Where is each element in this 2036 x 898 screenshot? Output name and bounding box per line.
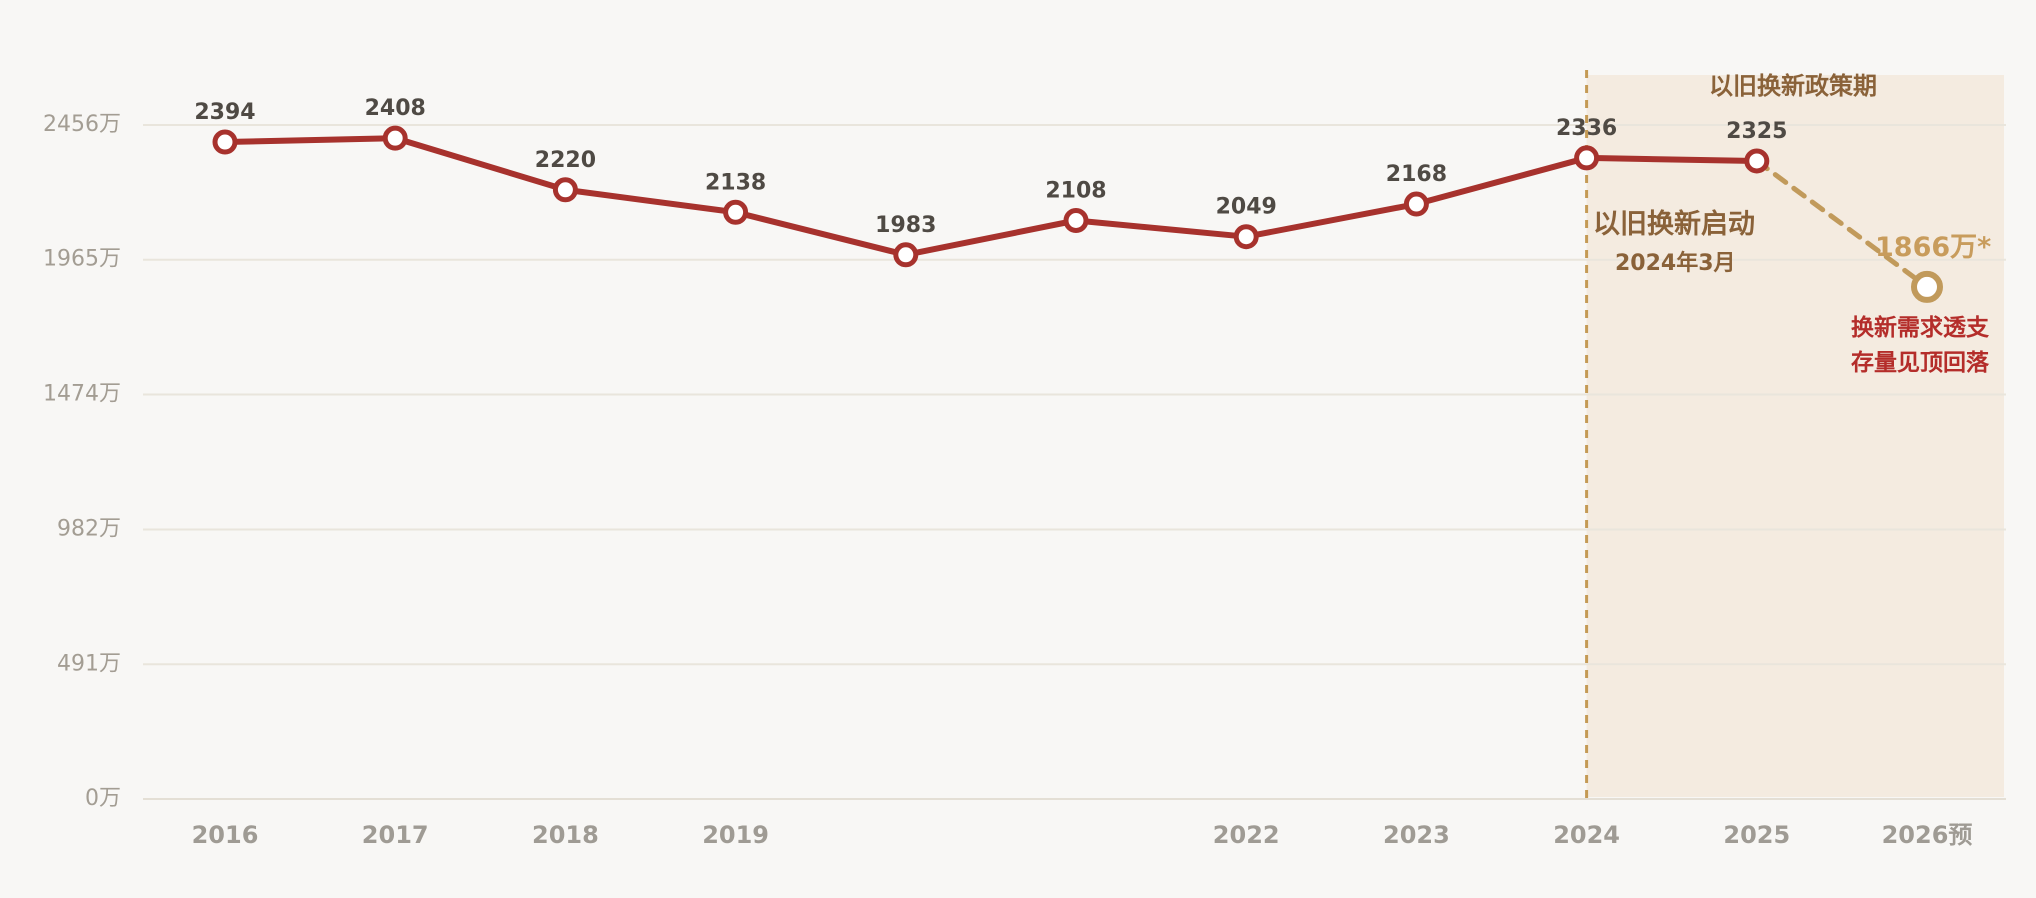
y-tick-label: 982万 [57,517,121,542]
data-label-2021: 2108 [1045,179,1106,204]
policy-period-label: 以旧换新政策期 [1709,72,1877,100]
data-label-2017: 2408 [365,96,426,121]
data-label-2020: 1983 [875,213,936,238]
series-layer [212,125,1943,303]
data-point-2025 [1744,148,1770,174]
data-label-2025: 2325 [1726,119,1787,144]
annotation-layer: 以旧换新政策期 以旧换新启动 2024年3月 1866万* 换新需求透支 存量见… [1593,72,1991,376]
y-tick-label: 1965万 [43,247,121,272]
data-label-2019: 2138 [705,170,766,195]
x-tick-label: 2024 [1553,821,1620,849]
policy-period-shade [1586,75,2004,797]
launch-title-label: 以旧换新启动 [1593,208,1755,240]
x-tick-label: 2016 [192,821,259,849]
x-tick-label: 2023 [1383,821,1450,849]
policy-layer [1585,70,2004,799]
data-point-2018 [552,177,578,203]
grid-layer: 0万 491万 982万 1474万 1965万 2456万 2016 2017 2018 201… [43,112,2006,849]
x-tick-label: 2026预 [1882,821,1973,849]
launch-date-label: 2024年3月 [1615,250,1736,276]
data-point-2021 [1063,208,1089,234]
data-point-2019 [723,199,749,225]
data-point-2022 [1233,224,1259,250]
data-point-2016 [212,129,238,155]
x-tick-label: 2025 [1723,821,1790,849]
data-label-2022: 2049 [1216,195,1277,220]
forecast-note-line2: 存量见顶回落 [1851,349,1990,376]
data-label-2018: 2220 [535,148,596,173]
x-tick-label: 2022 [1213,821,1280,849]
data-point-2020 [893,242,919,268]
forecast-value-label: 1866万* [1875,232,1991,263]
x-tick-label: 2019 [702,821,769,849]
y-tick-label: 2456万 [43,112,121,137]
y-tick-label: 0万 [85,786,121,811]
x-tick-label: 2017 [362,821,429,849]
labels-layer: 2394 2408 2220 2138 1983 2108 2049 2168 2336 2325 [194,96,1787,238]
data-label-2016: 2394 [194,100,255,125]
forecast-note-line1: 换新需求透支 [1851,314,1990,341]
y-tick-label: 491万 [57,651,121,676]
data-point-2023 [1403,191,1429,217]
data-point-2017 [382,125,408,151]
forecast-point [1911,270,1943,303]
data-point-2024 [1574,145,1600,171]
main-series-line [222,135,1760,258]
x-tick-label: 2018 [532,821,599,849]
data-label-2023: 2168 [1386,162,1447,187]
y-tick-label: 1474万 [43,381,121,406]
data-label-2024: 2336 [1556,116,1617,141]
forecast-dashed-line [1754,158,1930,290]
